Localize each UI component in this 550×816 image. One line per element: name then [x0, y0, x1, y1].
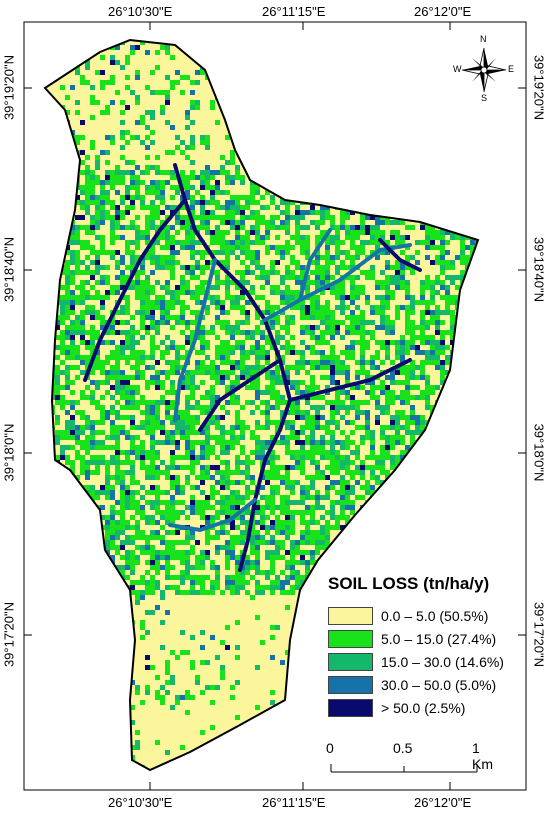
legend-item: 5.0 – 15.0 (27.4%)	[328, 627, 518, 650]
north-arrow-w: W	[453, 64, 462, 74]
lat-label-left: 39°18'0"N	[1, 423, 17, 482]
legend-title: SOIL LOSS (tn/ha/y)	[328, 574, 490, 593]
scale-bar-line	[330, 764, 478, 773]
legend-label: 5.0 – 15.0 (27.4%)	[381, 630, 497, 647]
legend-label: > 50.0 (2.5%)	[381, 699, 466, 716]
legend-item: > 50.0 (2.5%)	[328, 696, 518, 719]
lon-label-top: 26°11'15"E	[262, 4, 326, 19]
north-arrow-icon	[461, 47, 507, 93]
legend-label: 15.0 – 30.0 (14.6%)	[381, 653, 504, 670]
legend-swatch	[328, 629, 373, 648]
lat-label-right: 39°17'20"N	[531, 601, 547, 668]
legend-item: 0.0 – 5.0 (50.5%)	[328, 604, 518, 627]
legend-swatch	[328, 652, 373, 671]
lon-label-bottom: 26°10'30"E	[108, 795, 173, 810]
scale-bar: 0 0.5 1 Km	[326, 740, 493, 780]
legend-swatch	[328, 675, 373, 694]
legend-swatch	[328, 698, 373, 717]
north-arrow-n: N	[480, 34, 487, 44]
lon-label-top: 26°10'30"E	[108, 4, 173, 19]
legend-swatch	[328, 606, 373, 625]
lon-label-bottom: 26°11'15"E	[262, 795, 326, 810]
legend-item: 30.0 – 50.0 (5.0%)	[328, 673, 518, 696]
scale-label: 0	[326, 740, 334, 756]
lat-label-left: 39°19'20"N	[1, 54, 17, 121]
north-arrow-e: E	[508, 64, 515, 74]
lat-label-right: 39°19'20"N	[531, 54, 547, 121]
legend-label: 0.0 – 5.0 (50.5%)	[381, 607, 489, 624]
lat-label-left: 39°18'40"N	[1, 236, 17, 303]
scale-label: 0.5	[393, 740, 413, 756]
legend-item: 15.0 – 30.0 (14.6%)	[328, 650, 518, 673]
map-frame	[23, 21, 527, 791]
stream-network	[83, 163, 422, 572]
legend-label: 30.0 – 50.0 (5.0%)	[381, 676, 497, 693]
north-arrow-s: S	[481, 93, 488, 103]
map-legend: SOIL LOSS (tn/ha/y) 0.0 – 5.0 (50.5%) 5.…	[328, 574, 518, 719]
lat-label-right: 39°18'40"N	[531, 236, 547, 303]
lat-label-left: 39°17'20"N	[1, 601, 17, 668]
lon-label-bottom: 26°12'0"E	[414, 795, 472, 810]
graticule-ticks	[24, 22, 526, 790]
lat-label-right: 39°18'0"N	[531, 423, 547, 482]
lon-label-top: 26°12'0"E	[414, 4, 472, 19]
